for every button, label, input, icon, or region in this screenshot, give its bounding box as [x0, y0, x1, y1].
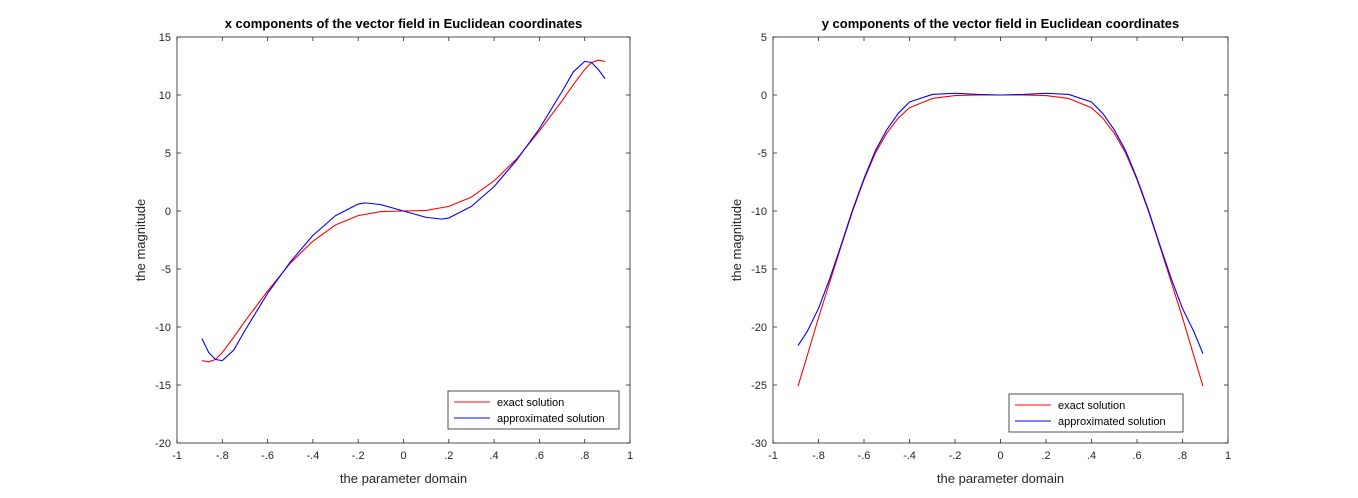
chart-1: -1 -.8 -.6 -.4 -.2 0 .2 .4 .6 .8 1 -20 -15 -10 -5 0 5 10 1… — [133, 16, 633, 486]
x-tick-label: .4 — [490, 450, 499, 462]
y-tick-label: -15 — [751, 264, 767, 276]
y-tick-label: -25 — [751, 380, 767, 392]
legend-label: approximated solution — [1058, 416, 1166, 428]
y-tick-label: -5 — [161, 264, 171, 276]
y-tick-label: -10 — [751, 206, 767, 218]
x-tick-label: .6 — [535, 450, 544, 462]
chart-title: y components of the vector field in Eucl… — [822, 16, 1180, 31]
y-tick-label: -20 — [155, 438, 171, 450]
y-tick-label: 5 — [761, 32, 767, 44]
y-tick-label: -30 — [751, 438, 767, 450]
x-tick-label: .6 — [1132, 450, 1141, 462]
x-tick-label: -.6 — [858, 450, 871, 462]
x-tick-label: .2 — [1041, 450, 1050, 462]
x-tick-label: .2 — [444, 450, 453, 462]
series-line-approximated — [201, 60, 606, 362]
y-tick-label: -20 — [751, 322, 767, 334]
x-tick-label: -.2 — [949, 450, 962, 462]
y-tick-label: 0 — [761, 90, 767, 102]
x-axis-label: the parameter domain — [937, 471, 1064, 486]
legend-label: approximated solution — [497, 413, 605, 425]
x-tick-label: -.6 — [261, 450, 274, 462]
y-tick-label: -15 — [155, 380, 171, 392]
chart-title: x components of the vector field in Eucl… — [225, 16, 583, 31]
legend-box — [1008, 393, 1184, 433]
y-tick-label: -10 — [155, 322, 171, 334]
x-tick-label: 0 — [400, 450, 406, 462]
x-tick-label: -.2 — [352, 450, 365, 462]
legend: exact solution approximated solution — [1008, 393, 1184, 433]
plot-area — [176, 36, 631, 444]
x-tick-label: -1 — [768, 450, 778, 462]
series-line-approximated — [797, 92, 1204, 354]
y-tick-label: -5 — [757, 148, 767, 160]
x-tick-label: -.8 — [812, 450, 825, 462]
legend-label: exact solution — [497, 397, 564, 409]
x-tick-label: 1 — [1225, 450, 1231, 462]
y-tick-label: 10 — [159, 90, 171, 102]
y-tick-label: 0 — [165, 206, 171, 218]
legend-label: exact solution — [1058, 400, 1125, 412]
y-axis-label: the magnitude — [133, 199, 148, 281]
x-tick-label: 1 — [627, 450, 633, 462]
legend: exact solution approximated solution — [447, 390, 620, 430]
x-tick-label: -1 — [172, 450, 182, 462]
plot-area — [772, 36, 1229, 444]
chart-2: -1 -.8 -.6 -.4 -.2 0 .2 .4 .6 .8 1 -30 -25 -20 -15 -10 -… — [729, 16, 1231, 486]
x-tick-label: .8 — [1178, 450, 1187, 462]
x-tick-label: -.8 — [216, 450, 229, 462]
y-axis-label: the magnitude — [729, 199, 744, 281]
x-tick-label: .8 — [580, 450, 589, 462]
y-tick-label: 5 — [165, 148, 171, 160]
x-tick-label: .4 — [1087, 450, 1096, 462]
x-tick-label: -.4 — [306, 450, 319, 462]
x-axis-label: the parameter domain — [340, 471, 467, 486]
x-tick-label: -.4 — [903, 450, 916, 462]
x-tick-label: 0 — [997, 450, 1003, 462]
y-tick-label: 15 — [159, 32, 171, 44]
legend-box — [447, 390, 620, 430]
